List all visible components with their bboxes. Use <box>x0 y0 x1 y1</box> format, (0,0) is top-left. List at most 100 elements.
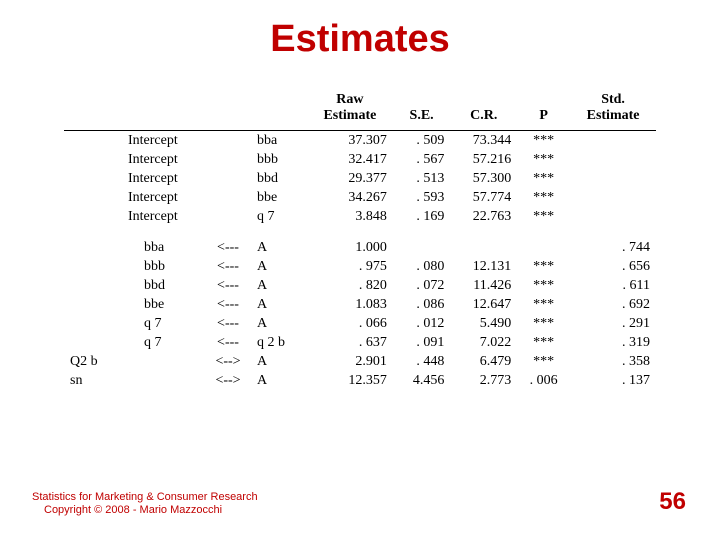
table-cell: *** <box>517 276 570 295</box>
table-cell: . 820 <box>307 276 393 295</box>
table-cell: <--- <box>205 276 251 295</box>
table-cell: A <box>251 257 307 276</box>
table-row: bbb<---A. 975. 08012.131***. 656 <box>64 257 656 276</box>
table-row: Interceptbbe34.267. 59357.774*** <box>64 188 656 207</box>
table-cell <box>64 333 122 352</box>
table-cell <box>64 207 122 226</box>
table-cell: 12.131 <box>450 257 517 276</box>
estimates-table: Raw Estimate S.E. C.R. P Std. Estimate I… <box>64 90 656 390</box>
table-cell: . 692 <box>570 295 656 314</box>
col-blank-3 <box>251 90 307 131</box>
table-cell: 73.344 <box>450 131 517 151</box>
table-cell: . 319 <box>570 333 656 352</box>
table-cell: 12.647 <box>450 295 517 314</box>
table-cell: . 975 <box>307 257 393 276</box>
table-cell: Intercept <box>122 150 205 169</box>
table-cell: <--> <box>205 352 251 371</box>
table-cell: *** <box>517 295 570 314</box>
table-row: bba<---A1.000. 744 <box>64 238 656 257</box>
table-body: Interceptbba37.307. 50973.344***Intercep… <box>64 131 656 391</box>
col-blank-0 <box>64 90 122 131</box>
table-cell: . 137 <box>570 371 656 390</box>
table-cell: <--- <box>205 257 251 276</box>
table-cell <box>570 150 656 169</box>
table-cell: bbb <box>251 150 307 169</box>
table-cell: *** <box>517 207 570 226</box>
table-cell: <--- <box>205 295 251 314</box>
table-cell: q 7 <box>122 333 205 352</box>
table-header-row: Raw Estimate S.E. C.R. P Std. Estimate <box>64 90 656 131</box>
table-cell: A <box>251 238 307 257</box>
table-cell: . 006 <box>517 371 570 390</box>
table-cell: <--- <box>205 238 251 257</box>
col-blank-1 <box>122 90 205 131</box>
table-cell: 32.417 <box>307 150 393 169</box>
table-cell: . 080 <box>393 257 451 276</box>
page-number: 56 <box>659 488 686 516</box>
table-cell <box>205 150 251 169</box>
table-row: q 7<---A. 066. 0125.490***. 291 <box>64 314 656 333</box>
footer-line-1: Statistics for Marketing & Consumer Rese… <box>32 491 258 505</box>
col-se: S.E. <box>393 90 451 131</box>
table-cell: 57.216 <box>450 150 517 169</box>
table-cell <box>570 131 656 151</box>
table-cell <box>450 238 517 257</box>
table-cell: . 509 <box>393 131 451 151</box>
footer-attribution: Statistics for Marketing & Consumer Rese… <box>32 491 258 519</box>
table-cell: . 086 <box>393 295 451 314</box>
table-cell: <--- <box>205 333 251 352</box>
table-cell <box>205 169 251 188</box>
table-cell: *** <box>517 257 570 276</box>
table-cell <box>122 371 205 390</box>
table-cell: . 291 <box>570 314 656 333</box>
table-cell <box>205 207 251 226</box>
table-cell: A <box>251 314 307 333</box>
table-cell: 2.901 <box>307 352 393 371</box>
table-cell: 29.377 <box>307 169 393 188</box>
table-cell: 57.774 <box>450 188 517 207</box>
table-cell: Intercept <box>122 169 205 188</box>
table-cell: 37.307 <box>307 131 393 151</box>
table-cell: . 012 <box>393 314 451 333</box>
table-cell <box>64 238 122 257</box>
table-row: Interceptbba37.307. 50973.344*** <box>64 131 656 151</box>
col-p: P <box>517 90 570 131</box>
table-cell: . 656 <box>570 257 656 276</box>
table-cell: A <box>251 295 307 314</box>
table-cell: bbd <box>122 276 205 295</box>
table-cell <box>122 352 205 371</box>
table-gap-row <box>64 226 656 238</box>
table-row: Q2 b<-->A2.901. 4486.479***. 358 <box>64 352 656 371</box>
table-cell <box>64 188 122 207</box>
table-row: bbd<---A. 820. 07211.426***. 611 <box>64 276 656 295</box>
table-cell: 2.773 <box>450 371 517 390</box>
table-cell: . 448 <box>393 352 451 371</box>
table-cell: 7.022 <box>450 333 517 352</box>
table-cell: *** <box>517 169 570 188</box>
table-cell: . 169 <box>393 207 451 226</box>
footer-line-2: Copyright © 2008 - Mario Mazzocchi <box>32 504 258 518</box>
table-cell <box>570 169 656 188</box>
table-cell: . 358 <box>570 352 656 371</box>
table-cell: 3.848 <box>307 207 393 226</box>
table-cell <box>205 188 251 207</box>
table-row: bbe<---A1.083. 08612.647***. 692 <box>64 295 656 314</box>
table-cell: q 7 <box>251 207 307 226</box>
table-row: Interceptbbd29.377. 51357.300*** <box>64 169 656 188</box>
table-cell <box>393 238 451 257</box>
table-cell <box>64 295 122 314</box>
table-cell: A <box>251 276 307 295</box>
table-cell <box>570 188 656 207</box>
slide-title: Estimates <box>0 18 720 61</box>
table-cell: Q2 b <box>64 352 122 371</box>
table-cell <box>205 131 251 151</box>
col-std-estimate: Std. Estimate <box>570 90 656 131</box>
table-cell: . 637 <box>307 333 393 352</box>
table-cell: bbd <box>251 169 307 188</box>
table-cell: *** <box>517 188 570 207</box>
table-cell: 1.083 <box>307 295 393 314</box>
table-cell: 12.357 <box>307 371 393 390</box>
table-cell: *** <box>517 131 570 151</box>
table-row: sn<-->A12.3574.4562.773. 006. 137 <box>64 371 656 390</box>
table-cell <box>517 238 570 257</box>
